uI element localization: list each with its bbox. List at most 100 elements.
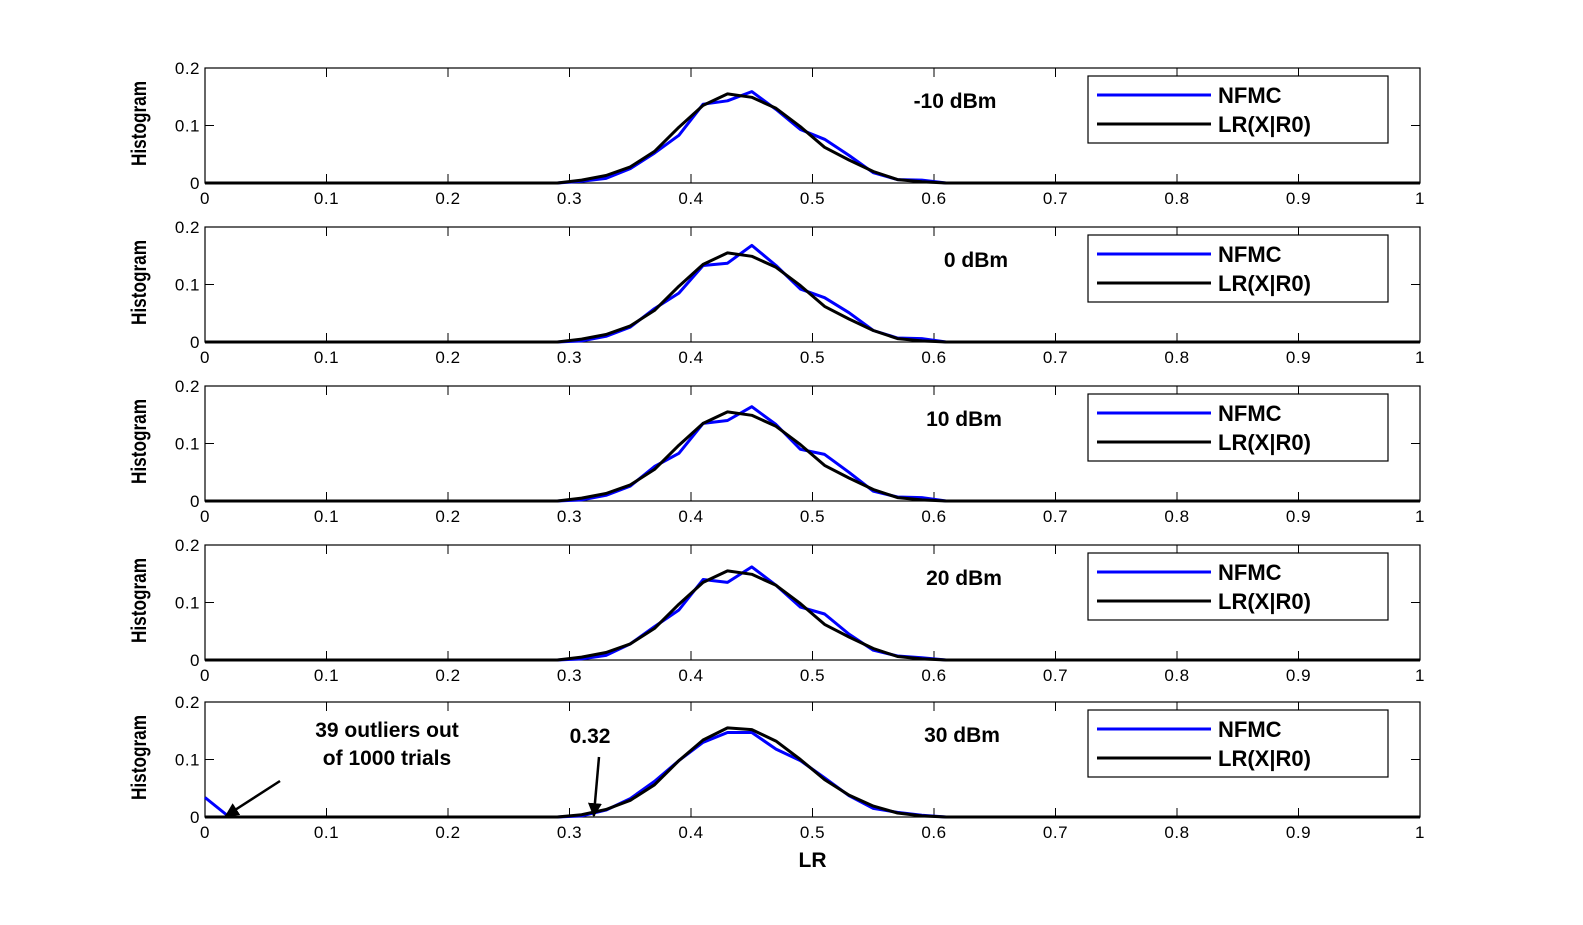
x-tick-label: 0.5 [800, 348, 825, 367]
x-tick-label: 0.8 [1164, 189, 1189, 208]
y-axis-label: Histogram [129, 240, 152, 325]
series-line-lr [205, 92, 1420, 185]
legend-label: LR(X|R0) [1218, 430, 1311, 455]
y-tick-label: 0.2 [175, 59, 200, 78]
x-tick-label: 1 [1415, 189, 1425, 208]
power-label: 10 dBm [926, 408, 1002, 431]
x-tick-label: 0.7 [1043, 348, 1068, 367]
y-axis-label: Histogram [129, 558, 152, 643]
x-tick-label: 0.9 [1286, 189, 1311, 208]
panel-4: 0 0.1 0.2 0.3 0.4 0.5 0.6 0.7 0.8 0.9 1 0 0.1 0.2 Hist… [129, 536, 1425, 685]
x-tick-label: 0.6 [921, 189, 946, 208]
x-tick-label: 0.1 [314, 348, 339, 367]
legend-label: NFMC [1218, 717, 1282, 742]
annotation-arrow [224, 779, 281, 818]
legend-label: LR(X|R0) [1218, 271, 1311, 296]
panel-3: 0 0.1 0.2 0.3 0.4 0.5 0.6 0.7 0.8 0.9 1 0 0.1 0.2 Hist… [129, 377, 1425, 526]
legend-label: NFMC [1218, 242, 1282, 267]
x-tick-label: 0.3 [557, 189, 582, 208]
legend-label: LR(X|R0) [1218, 746, 1311, 771]
y-tick-label: 0.1 [175, 594, 200, 613]
panel-1: 0 0.1 0.2 0.3 0.4 0.5 0.6 0.7 0.8 0.9 1 0 0.1 0.2 Hist… [129, 59, 1425, 208]
x-tick-label: 0.4 [678, 189, 703, 208]
y-tick-label: 0 [190, 808, 200, 827]
panel-5: 0 0.1 0.2 0.3 0.4 0.5 0.6 0.7 0.8 0.9 1 0 0.1 0.2 Hist… [129, 693, 1425, 872]
x-tick-label: 0.4 [678, 823, 703, 842]
panel-2: 0 0.1 0.2 0.3 0.4 0.5 0.6 0.7 0.8 0.9 1 0 0.1 0.2 Hist… [129, 218, 1425, 367]
power-label: 20 dBm [926, 567, 1002, 590]
x-tick-label: 0 [200, 666, 210, 685]
x-tick-label: 1 [1415, 507, 1425, 526]
x-tick-label: 0.6 [921, 507, 946, 526]
y-tick-label: 0 [190, 174, 200, 193]
x-tick-label: 0 [200, 189, 210, 208]
series-line-lr [205, 251, 1420, 344]
legend-label: NFMC [1218, 401, 1282, 426]
y-axis-label: Histogram [129, 715, 152, 800]
x-tick-label: 0.3 [557, 348, 582, 367]
x-tick-label: 0.3 [557, 666, 582, 685]
x-tick-label: 0.8 [1164, 507, 1189, 526]
x-tick-label: 0.5 [800, 189, 825, 208]
x-tick-label: 1 [1415, 348, 1425, 367]
legend-box [1087, 393, 1389, 462]
power-label: 0 dBm [944, 249, 1008, 272]
y-tick-label: 0.1 [175, 117, 200, 136]
x-tick-label: 0.9 [1286, 823, 1311, 842]
y-tick-label: 0.1 [175, 751, 200, 770]
series-line-lr [205, 726, 1420, 819]
legend-label: NFMC [1218, 83, 1282, 108]
x-tick-label: 0 [200, 348, 210, 367]
x-tick-label: 0.4 [678, 348, 703, 367]
annotation-text: 0.32 [570, 725, 611, 748]
x-tick-label: 0.5 [800, 823, 825, 842]
legend-label: LR(X|R0) [1218, 112, 1311, 137]
y-tick-label: 0.2 [175, 693, 200, 712]
x-tick-label: 0.8 [1164, 823, 1189, 842]
y-tick-label: 0 [190, 492, 200, 511]
y-tick-label: 0.2 [175, 218, 200, 237]
x-tick-label: 0.2 [435, 823, 460, 842]
series-line-lr [205, 569, 1420, 662]
y-tick-label: 0.2 [175, 377, 200, 396]
legend-box [1087, 75, 1389, 144]
x-tick-label: 0.8 [1164, 666, 1189, 685]
x-tick-label: 0.9 [1286, 507, 1311, 526]
x-tick-label: 0.1 [314, 507, 339, 526]
x-tick-label: 0.7 [1043, 507, 1068, 526]
annotation-text: 39 outliers out [315, 719, 459, 742]
series-line-lr [205, 410, 1420, 503]
x-tick-label: 0.4 [678, 666, 703, 685]
x-tick-label: 0.2 [435, 348, 460, 367]
x-tick-label: 0.2 [435, 507, 460, 526]
x-tick-label: 0 [200, 823, 210, 842]
legend-label: LR(X|R0) [1218, 589, 1311, 614]
x-tick-label: 0.2 [435, 189, 460, 208]
x-tick-label: 0.8 [1164, 348, 1189, 367]
power-label: -10 dBm [914, 90, 997, 113]
power-label: 30 dBm [924, 724, 1000, 747]
y-tick-label: 0.1 [175, 276, 200, 295]
annotation-text: of 1000 trials [323, 747, 451, 770]
x-tick-label: 0.7 [1043, 189, 1068, 208]
y-tick-label: 0.2 [175, 536, 200, 555]
x-tick-label: 0.3 [557, 507, 582, 526]
annotation-arrow [587, 756, 602, 818]
x-tick-label: 0.2 [435, 666, 460, 685]
x-tick-label: 0.7 [1043, 823, 1068, 842]
x-axis-label: LR [799, 849, 827, 872]
y-tick-label: 0 [190, 651, 200, 670]
x-tick-label: 0.5 [800, 507, 825, 526]
x-tick-label: 1 [1415, 823, 1425, 842]
legend-box [1087, 709, 1389, 778]
x-tick-label: 0.6 [921, 348, 946, 367]
y-tick-label: 0.1 [175, 435, 200, 454]
x-tick-label: 0.7 [1043, 666, 1068, 685]
legend-box [1087, 234, 1389, 303]
x-tick-label: 0.5 [800, 666, 825, 685]
x-tick-label: 0.1 [314, 189, 339, 208]
x-tick-label: 0.6 [921, 823, 946, 842]
x-tick-label: 0 [200, 507, 210, 526]
x-tick-label: 0.4 [678, 507, 703, 526]
